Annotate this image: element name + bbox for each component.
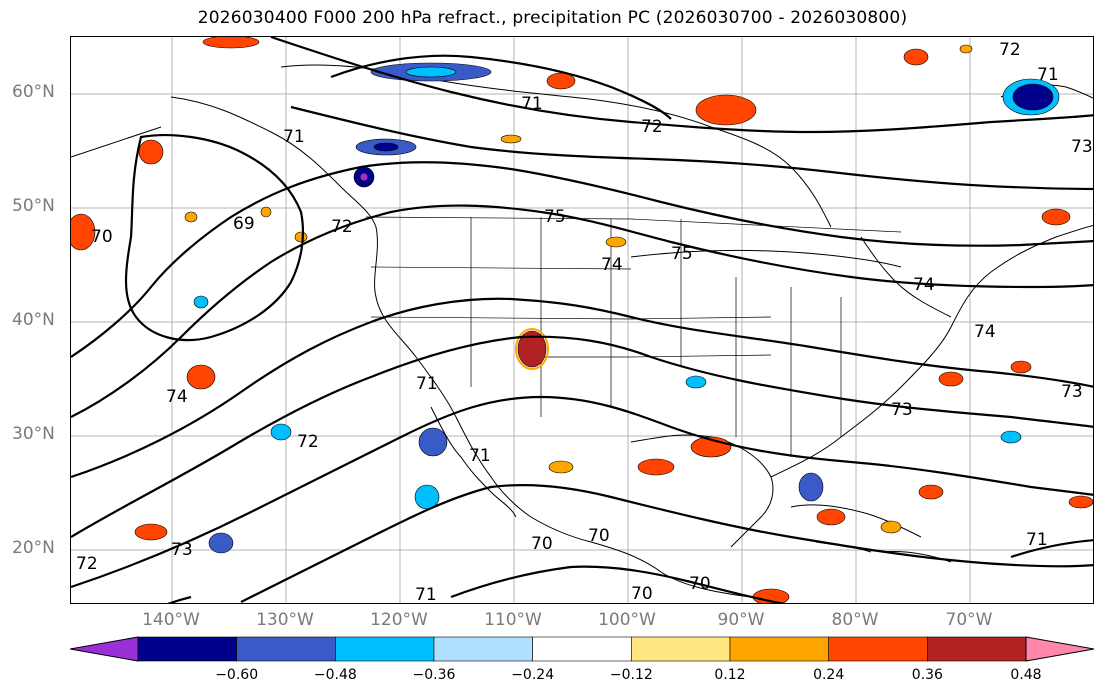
lat-label-50n: 50°N <box>12 196 55 216</box>
contour-label: 70 <box>588 526 610 546</box>
contour-label: 72 <box>331 217 353 237</box>
contour-label: 74 <box>974 322 996 342</box>
contour-label: 71 <box>416 374 438 394</box>
contour-label: 74 <box>601 255 623 275</box>
contour-label: 71 <box>469 446 491 466</box>
lat-label-30n: 30°N <box>12 424 55 444</box>
colorbar-segment <box>137 636 237 662</box>
colorbar-extend-high <box>1025 636 1094 662</box>
colorbar-tick-label: 0.24 <box>813 667 845 683</box>
lon-label-120w: 120°W <box>370 610 428 630</box>
lat-label-60n: 60°N <box>12 82 55 102</box>
colorbar-tick-label: −0.12 <box>609 667 653 683</box>
contour-label: 72 <box>76 554 98 574</box>
contour-label: 70 <box>689 574 711 594</box>
lon-label-130w: 130°W <box>256 610 314 630</box>
lat-label-40n: 40°N <box>12 310 55 330</box>
colorbar-segment <box>631 636 731 662</box>
colorbar-segment <box>433 636 533 662</box>
contour-label-group: 72 71 73 72 71 71 70 69 72 75 74 75 74 7… <box>76 40 1093 604</box>
contour-label: 70 <box>531 534 553 554</box>
contour-label: 71 <box>1037 65 1059 85</box>
lon-label-100w: 100°W <box>598 610 656 630</box>
contour-label: 71 <box>283 127 305 147</box>
contour-label: 75 <box>671 244 693 264</box>
colorbar-tick-label: 0.60 <box>1095 667 1105 683</box>
contour-label: 73 <box>1061 382 1083 402</box>
colorbar-tick-label: 0.36 <box>911 667 943 683</box>
lon-label-70w: 70°W <box>945 610 993 630</box>
contour-label: 72 <box>999 40 1021 60</box>
colorbar-tick-label: 0.12 <box>714 667 746 683</box>
colorbar-segments <box>70 636 1094 662</box>
contour-label: 72 <box>297 432 319 452</box>
colorbar-segment <box>335 636 435 662</box>
contour-label: 71 <box>521 94 543 114</box>
lon-label-90w: 90°W <box>717 610 765 630</box>
contour-label: 73 <box>891 400 913 420</box>
contour-label: 71 <box>415 585 437 604</box>
colorbar <box>70 636 1094 662</box>
state-borders <box>365 216 902 457</box>
contour-label: 73 <box>171 540 193 560</box>
colorbar-segment <box>729 636 829 662</box>
contour-label: 71 <box>1026 530 1048 550</box>
figure-title: 2026030400 F000 200 hPa refract., precip… <box>197 8 908 28</box>
lon-label-110w: 110°W <box>484 610 542 630</box>
contour-label: 74 <box>913 275 935 295</box>
colorbar-tick-label: −0.48 <box>313 667 357 683</box>
contour-label: 70 <box>631 584 653 604</box>
contour-lines <box>71 37 1093 603</box>
map-canvas: 72 71 73 72 71 71 70 69 72 75 74 75 74 7… <box>71 37 1093 604</box>
precip-patches <box>71 37 1093 603</box>
graticule <box>71 37 1093 603</box>
colorbar-tick-label: −0.36 <box>412 667 456 683</box>
colorbar-segment <box>236 636 336 662</box>
contour-label: 75 <box>544 207 566 227</box>
colorbar-segment <box>828 636 928 662</box>
contour-label: 74 <box>166 387 188 407</box>
colorbar-segment <box>927 636 1027 662</box>
map-panel: 72 71 73 72 71 71 70 69 72 75 74 75 74 7… <box>70 36 1094 604</box>
contour-label: 69 <box>233 214 255 234</box>
colorbar-tick-label: 0.48 <box>1010 667 1042 683</box>
colorbar-extend-low <box>70 636 139 662</box>
contour-label: 72 <box>641 117 663 137</box>
colorbar-tick-label: −0.60 <box>215 667 259 683</box>
lon-label-80w: 80°W <box>831 610 879 630</box>
colorbar-segment <box>532 636 632 662</box>
lat-label-20n: 20°N <box>12 538 55 558</box>
coastlines <box>71 64 1093 598</box>
lon-label-140w: 140°W <box>142 610 200 630</box>
contour-label: 73 <box>1071 137 1093 157</box>
contour-label: 70 <box>91 227 113 247</box>
colorbar-tick-label: −0.24 <box>511 667 555 683</box>
